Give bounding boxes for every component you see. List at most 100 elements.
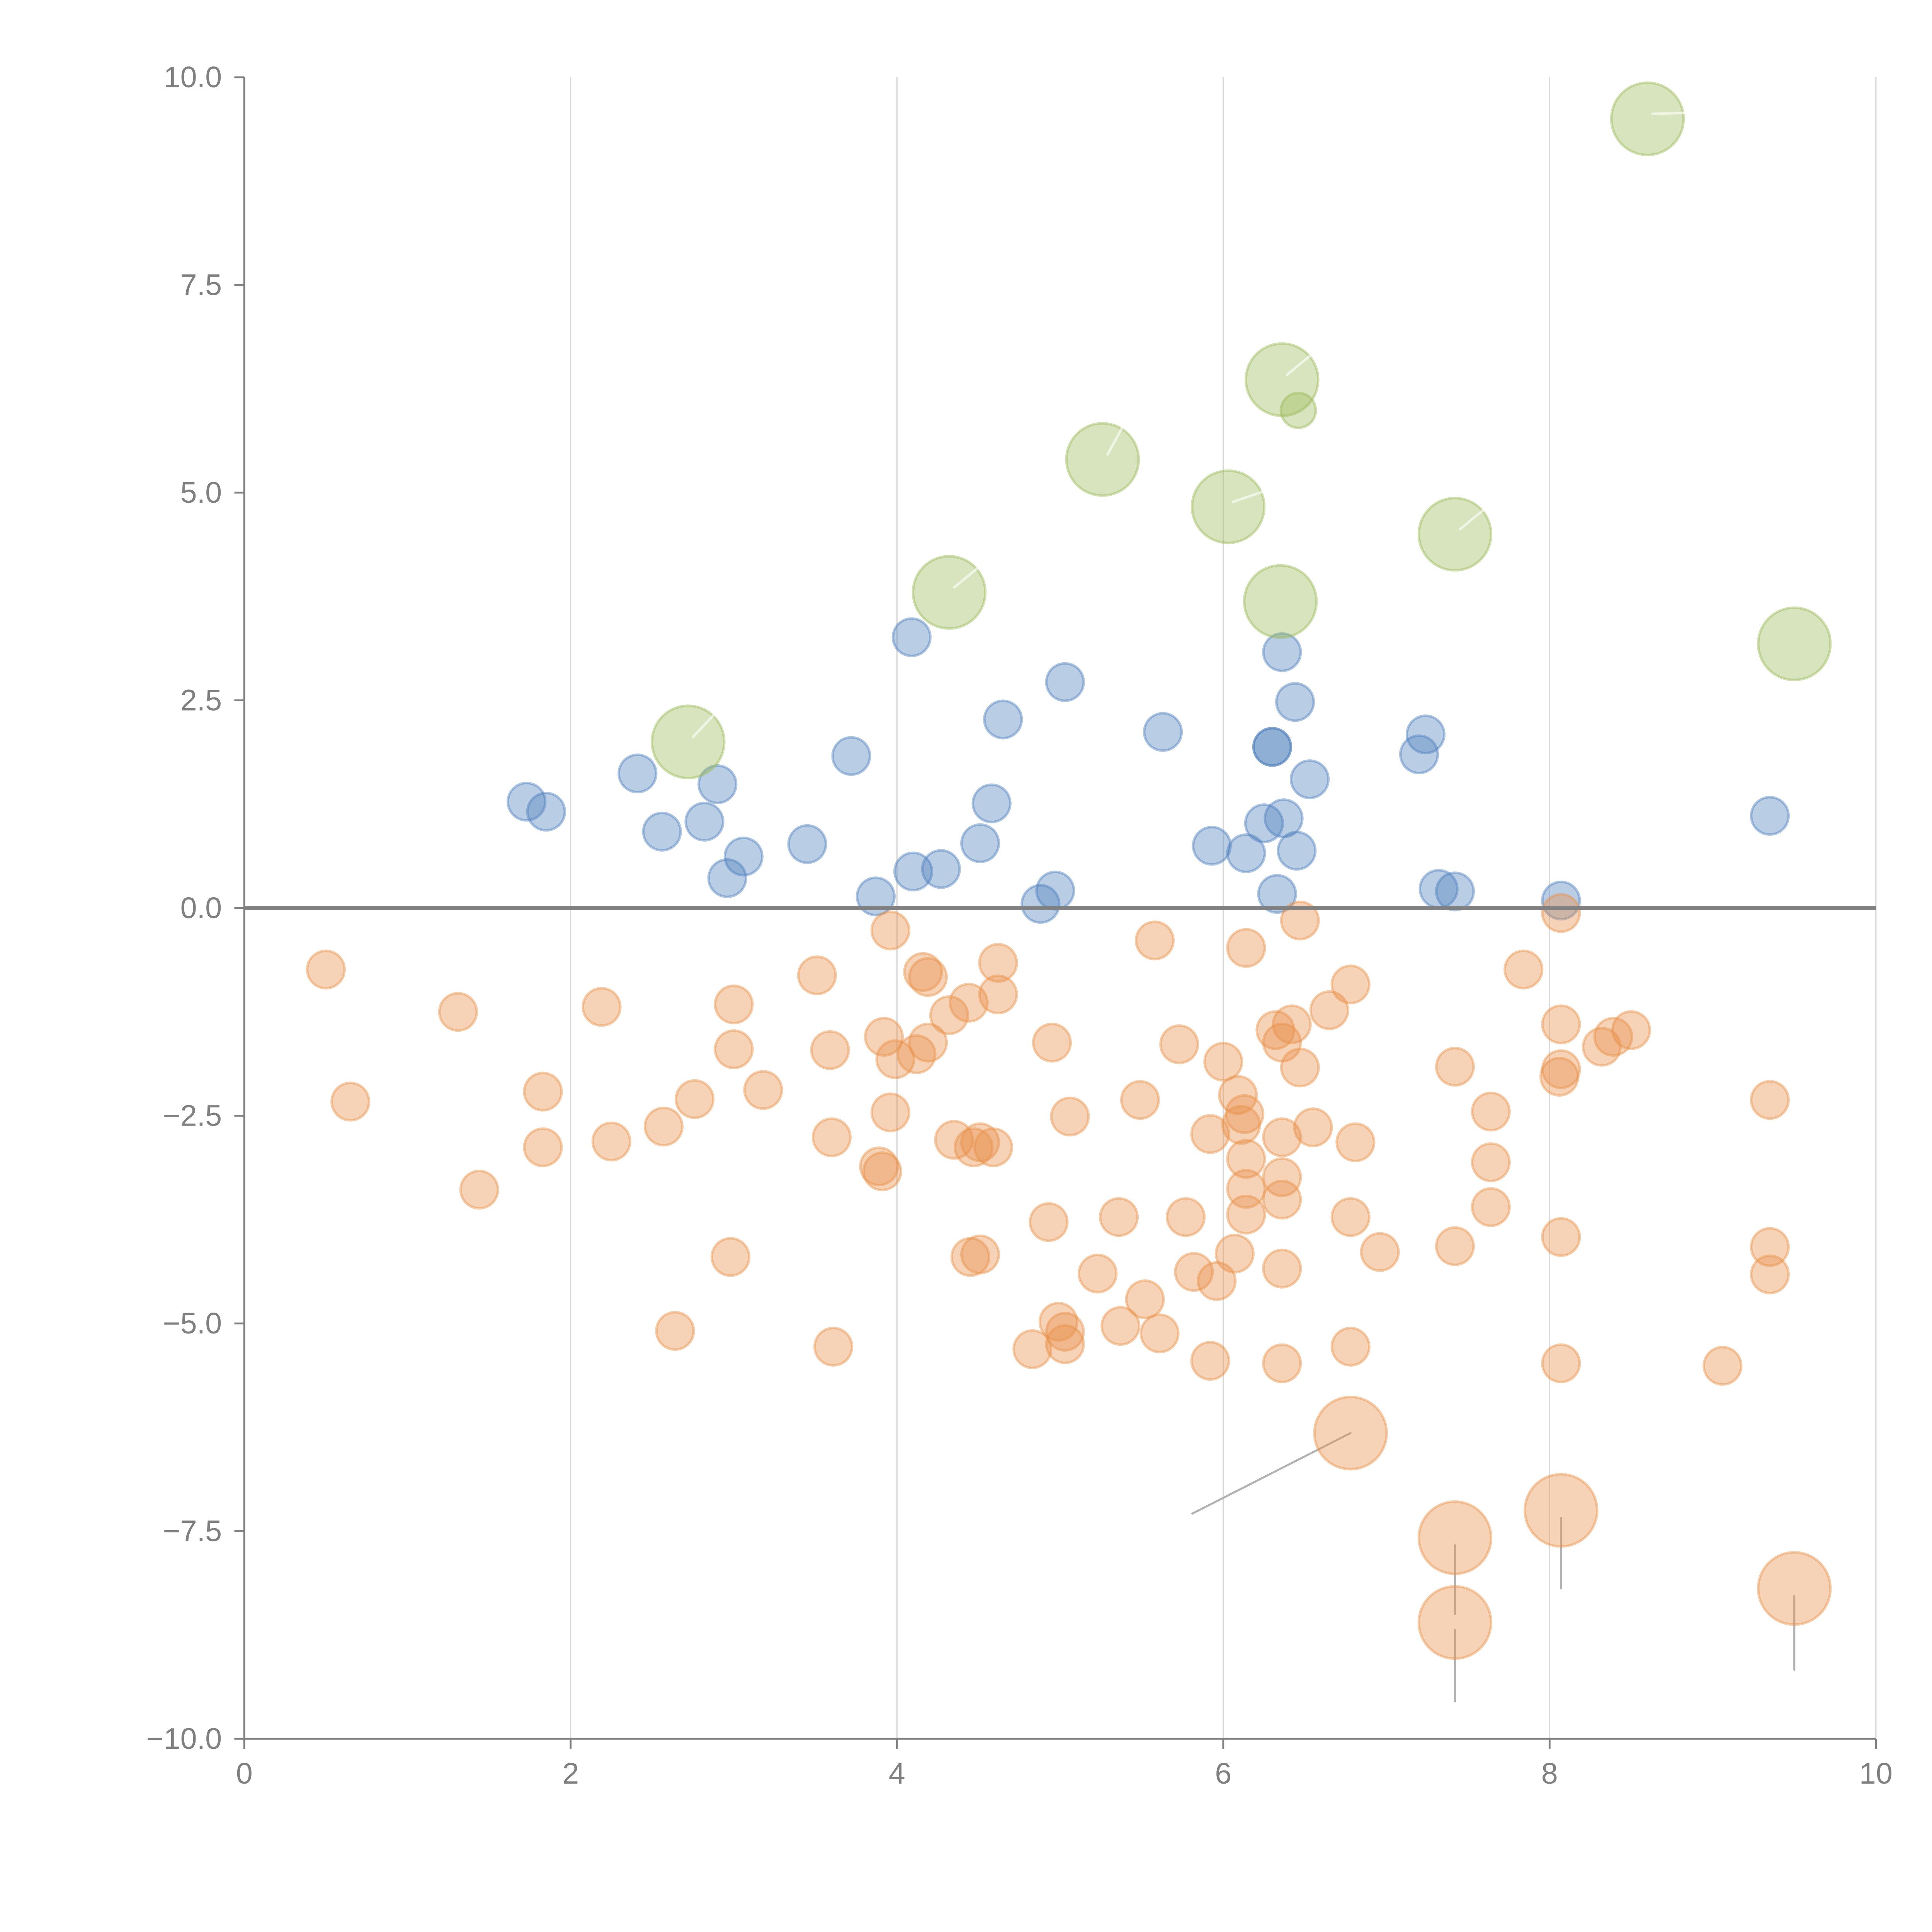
data-point [1143, 712, 1183, 752]
y-tick-label: 0.0 [180, 891, 222, 925]
data-point [1471, 1187, 1511, 1227]
data-point [1192, 826, 1232, 866]
annotation-leader-line [1191, 1432, 1352, 1515]
data-point [1417, 1585, 1493, 1660]
data-point [526, 791, 566, 832]
data-point [1541, 881, 1581, 921]
data-point [1541, 1049, 1581, 1089]
data-point [684, 801, 724, 842]
data-point [1435, 1226, 1475, 1266]
y-ticks: 10.0 7.5 5.0 2.5 0.0 −2.5 −5.0 −7.5 −10.0 [146, 61, 245, 1755]
data-point [617, 753, 658, 794]
data-point [1244, 803, 1284, 844]
data-point [1159, 1024, 1199, 1065]
data-point [1218, 1075, 1258, 1115]
data-point [459, 1170, 499, 1210]
data-point [1757, 606, 1832, 682]
x-tick-label: 8 [1541, 1757, 1558, 1790]
x-tick-label: 0 [236, 1757, 253, 1790]
data-point [1262, 632, 1302, 672]
annotation-leader-lines-light [692, 112, 1685, 738]
data-point [1243, 564, 1318, 639]
data-point [591, 1121, 631, 1162]
x-tick-label: 10 [1859, 1757, 1893, 1790]
data-point [1078, 1253, 1118, 1294]
data-point [1275, 682, 1315, 722]
data-point [1065, 422, 1140, 497]
data-point [912, 555, 987, 630]
data-point [1435, 1047, 1475, 1087]
data-point [1226, 928, 1266, 968]
series-positive [507, 617, 1790, 924]
data-point [642, 811, 682, 852]
data-point [507, 782, 547, 822]
data-point [1417, 497, 1493, 572]
data-point [1032, 1022, 1072, 1063]
data-point [1541, 1217, 1581, 1257]
data-point [1279, 391, 1317, 429]
data-point [859, 1146, 899, 1187]
data-point [1226, 1194, 1266, 1235]
data-point [1262, 1157, 1302, 1197]
data-point [864, 1017, 904, 1057]
data-point [1360, 1232, 1400, 1272]
series-negative [306, 893, 1790, 1386]
data-point [908, 1022, 948, 1063]
y-tick-label: −5.0 [163, 1307, 222, 1340]
data-point [1245, 342, 1320, 417]
data-point [1582, 1027, 1622, 1067]
data-point [1050, 1097, 1090, 1137]
data-point [523, 1127, 563, 1167]
data-point [1330, 964, 1371, 1005]
data-point [710, 1237, 751, 1277]
data-point [978, 943, 1018, 983]
data-point [1262, 1022, 1302, 1063]
data-point [438, 992, 478, 1032]
data-point [896, 1034, 937, 1075]
data-point [1702, 1346, 1743, 1386]
data-point [1257, 874, 1297, 914]
data-points [306, 81, 1832, 1660]
data-point [655, 1311, 695, 1351]
data-point [1255, 1010, 1296, 1050]
data-point [1045, 662, 1085, 702]
data-point [787, 824, 827, 864]
data-point [929, 995, 969, 1035]
data-point [1539, 1056, 1580, 1097]
data-point [891, 617, 932, 657]
data-point [950, 1237, 990, 1277]
data-point [1012, 1329, 1053, 1369]
data-point [1099, 1197, 1139, 1237]
data-point [870, 910, 911, 951]
data-point [1225, 1094, 1265, 1134]
data-point [1541, 1004, 1581, 1044]
data-point [523, 1071, 563, 1112]
data-point [1203, 1042, 1243, 1082]
x-tick-label: 4 [889, 1757, 905, 1790]
data-point [960, 1122, 1000, 1162]
data-point [330, 1082, 371, 1122]
data-point [813, 1327, 854, 1367]
data-point [1330, 1327, 1371, 1367]
data-point [1309, 990, 1349, 1031]
data-point [903, 952, 943, 992]
data-point [1038, 1302, 1078, 1342]
data-point [582, 987, 622, 1027]
annotation-leader-lines [1191, 1432, 1796, 1702]
data-point [1139, 1313, 1180, 1354]
data-point [1541, 893, 1581, 933]
data-point [1417, 1500, 1493, 1575]
data-point [1264, 798, 1304, 838]
data-point [810, 1030, 850, 1070]
data-point [875, 1039, 915, 1079]
data-point [1289, 759, 1330, 799]
annotation-leader-line [953, 566, 980, 589]
data-point [954, 1127, 994, 1167]
data-point [983, 699, 1023, 740]
data-point [1226, 833, 1266, 873]
data-point [1226, 1169, 1266, 1209]
y-tick-label: −7.5 [163, 1514, 222, 1548]
data-point [1335, 1122, 1376, 1162]
data-point [1405, 714, 1446, 755]
data-point [1262, 1117, 1302, 1158]
